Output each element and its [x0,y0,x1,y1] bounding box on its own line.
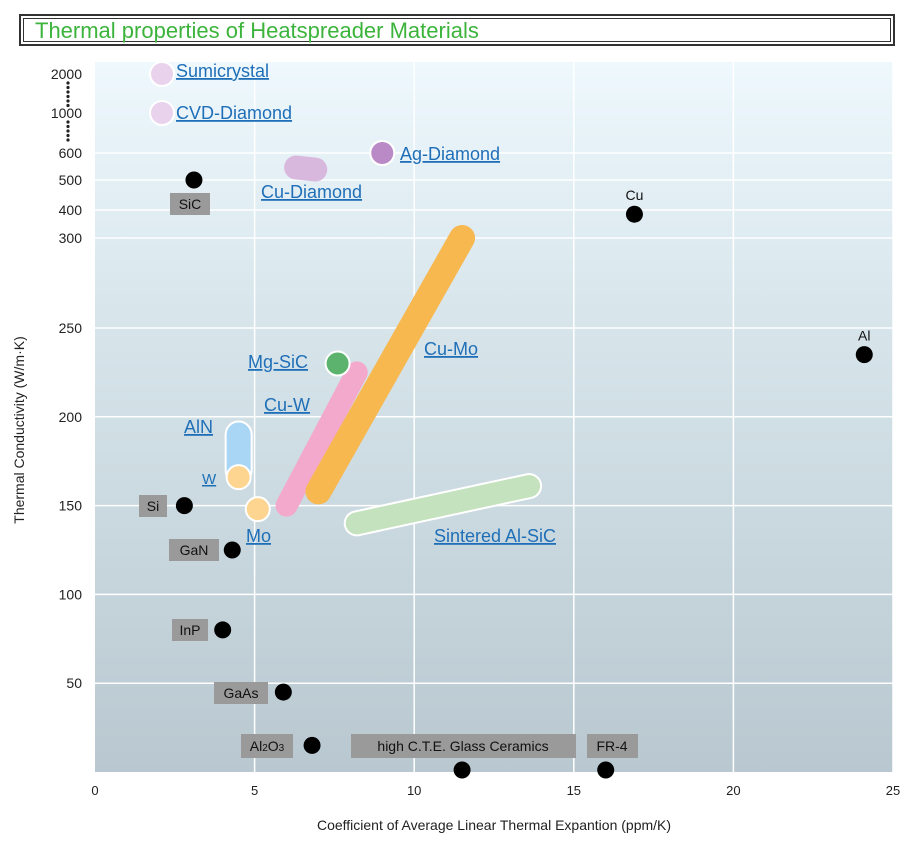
inp-point [214,621,232,639]
glass-ceramics-label: high C.T.E. Glass Ceramics [377,738,548,754]
al2o3-point [303,736,321,754]
mo-point [244,496,271,523]
y-tick-label: 1000 [51,105,82,121]
y-tick-label: 200 [59,409,83,425]
si-point [175,497,193,515]
y-tick-label: 2000 [51,66,82,82]
axis-break-dot [66,138,70,142]
axis-break-dot [66,129,70,133]
x-tick-label: 15 [567,783,581,798]
aln-label: AlN [184,417,213,437]
y-tick-label: 150 [59,498,83,514]
axis-break-dot [66,120,70,124]
al-label: Al [858,328,870,344]
w-point [225,464,252,491]
cu-w-band [275,361,368,517]
fr4-point [597,761,615,779]
mo-label: Mo [246,526,271,546]
label-part: O [268,738,279,754]
al2o3-label: Al2O3 [250,738,285,754]
sintered-al-sic-label: Sintered Al-SiC [434,526,556,546]
mg-sic-point [324,350,351,377]
gaas-label: GaAs [223,685,258,701]
axis-break-dot [66,99,70,103]
subscript: 2 [262,743,268,754]
cu-label: Cu [625,187,643,203]
sic-point [185,171,203,189]
gan-point [223,541,241,559]
y-tick-label: 50 [66,675,82,691]
al2o3-label-box [241,734,293,758]
cu-point [625,205,643,223]
sintered-al-sic-band [345,475,541,535]
mg-sic-label: Mg-SiC [248,352,308,372]
al-point [855,346,873,364]
y-tick-label: 500 [59,172,83,188]
cvd-diamond-point [149,100,176,126]
y-tick-label: 250 [59,320,83,336]
cu-mo-label: Cu-Mo [424,339,478,359]
x-tick-label: 0 [91,783,98,798]
label-part: Al [250,738,262,754]
cu-mo-band [305,225,476,505]
axes: 50 100 150 200 250 300 400 500 600 1000 2000 0 5 10 15… [11,66,900,833]
axis-break-dot [66,103,70,108]
cu-diamond-label: Cu-Diamond [261,182,362,202]
y-tick-label: 600 [59,145,83,161]
cu-diamond-region [284,155,328,182]
chart-title: Thermal properties of Heatspreader Mater… [35,18,479,43]
glass-ceramics-label-box [351,734,576,758]
cvd-diamond-label: CVD-Diamond [176,103,292,123]
x-tick-label: 5 [251,783,258,798]
axis-break-dot [66,124,70,129]
w-label: W [202,471,217,488]
fr4-label: FR-4 [596,738,627,754]
ag-diamond-label: Ag-Diamond [400,144,500,164]
subscript: 3 [279,743,285,754]
sic-label-box [170,193,210,215]
gan-label-box [169,539,219,561]
glass-ceramics-point [453,761,471,779]
axis-break-dot [66,90,70,94]
y-tick-label: 100 [59,586,83,602]
x-tick-label: 10 [407,783,421,798]
cu-w-label: Cu-W [264,395,310,415]
x-axis-title: Coefficient of Average Linear Thermal Ex… [317,817,671,833]
inp-label-box [172,619,208,641]
axis-break-dot [66,81,70,85]
sumicrystal-point [149,61,176,87]
fr4-label-box [587,734,638,758]
sic-label: SiC [179,196,202,212]
gan-label: GaN [180,542,209,558]
si-label: Si [147,498,159,514]
y-tick-label: 300 [59,230,83,246]
axis-break-dot [66,133,70,138]
x-tick-label: 25 [886,783,900,798]
marks [149,61,873,779]
inp-label: InP [179,622,200,638]
sumicrystal-label: Sumicrystal [176,61,269,81]
axis-break-dot [66,94,70,99]
si-label-box [139,495,167,517]
labels: Sumicrystal CVD-Diamond Ag-Diamond Cu-Diamo… [139,61,870,758]
x-tick-label: 20 [726,783,740,798]
ag-diamond-point [369,140,396,166]
y-tick-label: 400 [59,202,83,218]
gaas-point [274,683,292,701]
y-axis-title: Thermal Conductivity (W/m·K) [11,336,27,523]
chart-title-box: Thermal properties of Heatspreader Mater… [19,14,895,46]
gaas-label-box [214,682,268,704]
axis-break-dot [66,85,70,90]
